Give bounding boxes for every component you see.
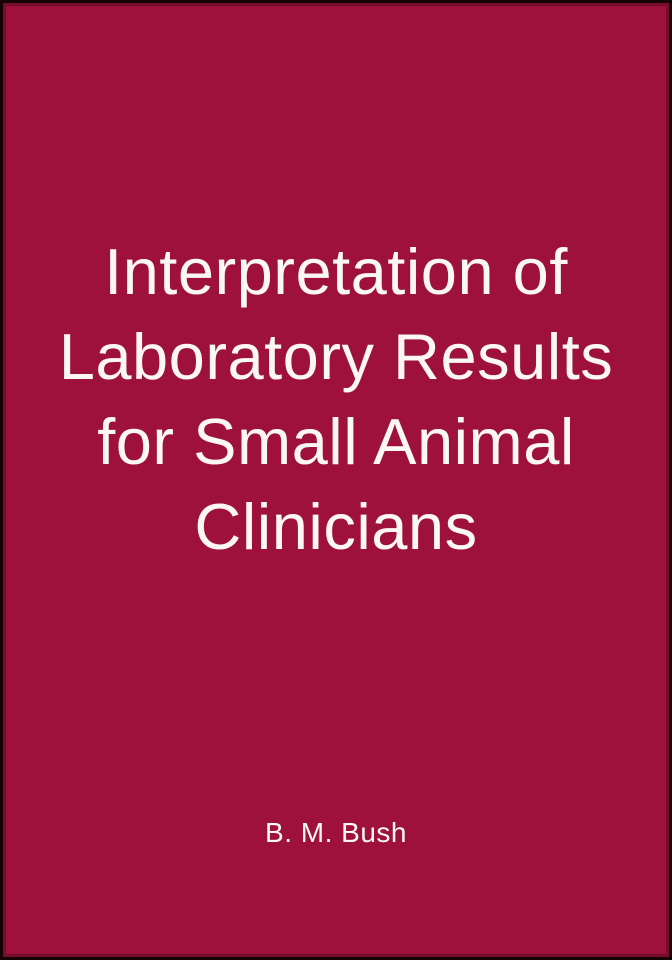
title-line-3: for Small Animal — [97, 405, 575, 478]
author-name: B. M. Bush — [265, 817, 407, 848]
title-line-2: Laboratory Results — [58, 320, 614, 393]
book-title: Interpretation of Laboratory Results for… — [3, 229, 669, 569]
title-line-1: Interpretation of — [104, 235, 568, 308]
title-line-4: Clinicians — [194, 490, 478, 563]
